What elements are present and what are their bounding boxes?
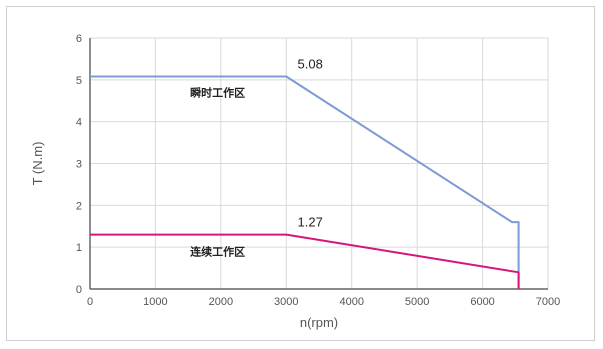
x-tick-label: 7000 (536, 296, 560, 308)
y-tick-label: 1 (76, 242, 82, 254)
x-tick-label: 0 (87, 296, 93, 308)
series-line-2 (90, 233, 520, 289)
chart-axes: 0 1000 2000 3000 4000 5000 6000 7000 0 1 2 3 4 5 6 (76, 33, 560, 308)
region-label: 瞬时工作区 (190, 85, 245, 99)
x-tick-label: 5000 (405, 296, 429, 308)
x-axis-label: n(rpm) (300, 315, 338, 330)
x-tick-label: 3000 (274, 296, 298, 308)
x-tick-label: 2000 (209, 296, 233, 308)
x-tick-label: 6000 (470, 296, 494, 308)
series-line-1 (90, 75, 520, 289)
value-annotation: 5.08 (298, 56, 323, 71)
x-tick-label: 1000 (143, 296, 167, 308)
chart-series (90, 75, 520, 289)
y-tick-label: 2 (76, 200, 82, 212)
y-tick-label: 3 (76, 159, 82, 171)
x-tick-label: 4000 (339, 296, 363, 308)
y-tick-label: 5 (76, 75, 82, 87)
y-tick-label: 4 (76, 117, 82, 129)
y-tick-label: 0 (76, 284, 82, 296)
y-tick-label: 6 (76, 33, 82, 45)
y-axis-label: T (N.m) (30, 142, 45, 186)
chart-frame (6, 6, 595, 341)
region-label: 连续工作区 (190, 244, 245, 258)
value-annotation: 1.27 (298, 215, 323, 230)
